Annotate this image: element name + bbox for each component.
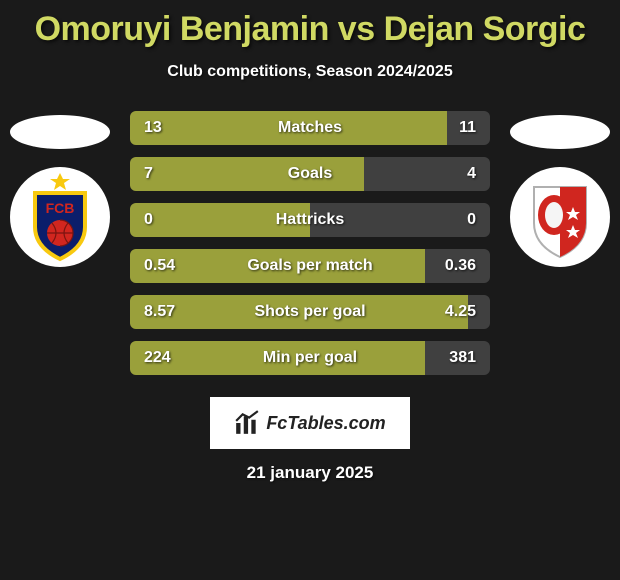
stat-bar-right (310, 203, 490, 237)
stat-bar-left (130, 203, 310, 237)
page-title: Omoruyi Benjamin vs Dejan Sorgic (0, 10, 620, 49)
stat-bar-left (130, 295, 468, 329)
chart-icon (234, 410, 260, 436)
stat-bars: Matches1311 Goals74 Hattricks00 Goals per m… (130, 111, 490, 375)
stat-bar-right (447, 111, 490, 145)
subtitle: Club competitions, Season 2024/2025 (0, 63, 620, 81)
source-badge: FcTables.com (210, 397, 410, 449)
stat-bar-right (425, 249, 490, 283)
svg-text:FCB: FCB (46, 200, 75, 216)
date-text: 21 january 2025 (0, 463, 620, 483)
stat-bar-left (130, 111, 447, 145)
stat-bar-left (130, 157, 364, 191)
right-player-column (510, 111, 610, 267)
right-flag-icon (510, 115, 610, 149)
left-club-badge-svg: FCB (10, 167, 110, 267)
left-player-column: FCB (10, 111, 110, 267)
stat-row: Goals74 (130, 157, 490, 191)
stat-bar-right (425, 341, 490, 375)
stat-row: Goals per match0.540.36 (130, 249, 490, 283)
right-club-badge (510, 167, 610, 267)
stat-row: Matches1311 (130, 111, 490, 145)
stat-bar-left (130, 341, 425, 375)
left-flag-icon (10, 115, 110, 149)
source-text: FcTables.com (266, 413, 385, 434)
comparison-card: Omoruyi Benjamin vs Dejan Sorgic Club co… (0, 0, 620, 483)
stat-bar-right (364, 157, 490, 191)
stat-row: Min per goal224381 (130, 341, 490, 375)
stat-bar-right (468, 295, 490, 329)
stat-bar-left (130, 249, 425, 283)
left-club-badge: FCB (10, 167, 110, 267)
stat-row: Shots per goal8.574.25 (130, 295, 490, 329)
right-club-badge-svg (510, 167, 610, 267)
stat-row: Hattricks00 (130, 203, 490, 237)
main-row: FCB Matches1311 Goals74 Hattricks00 Goals p… (0, 111, 620, 375)
